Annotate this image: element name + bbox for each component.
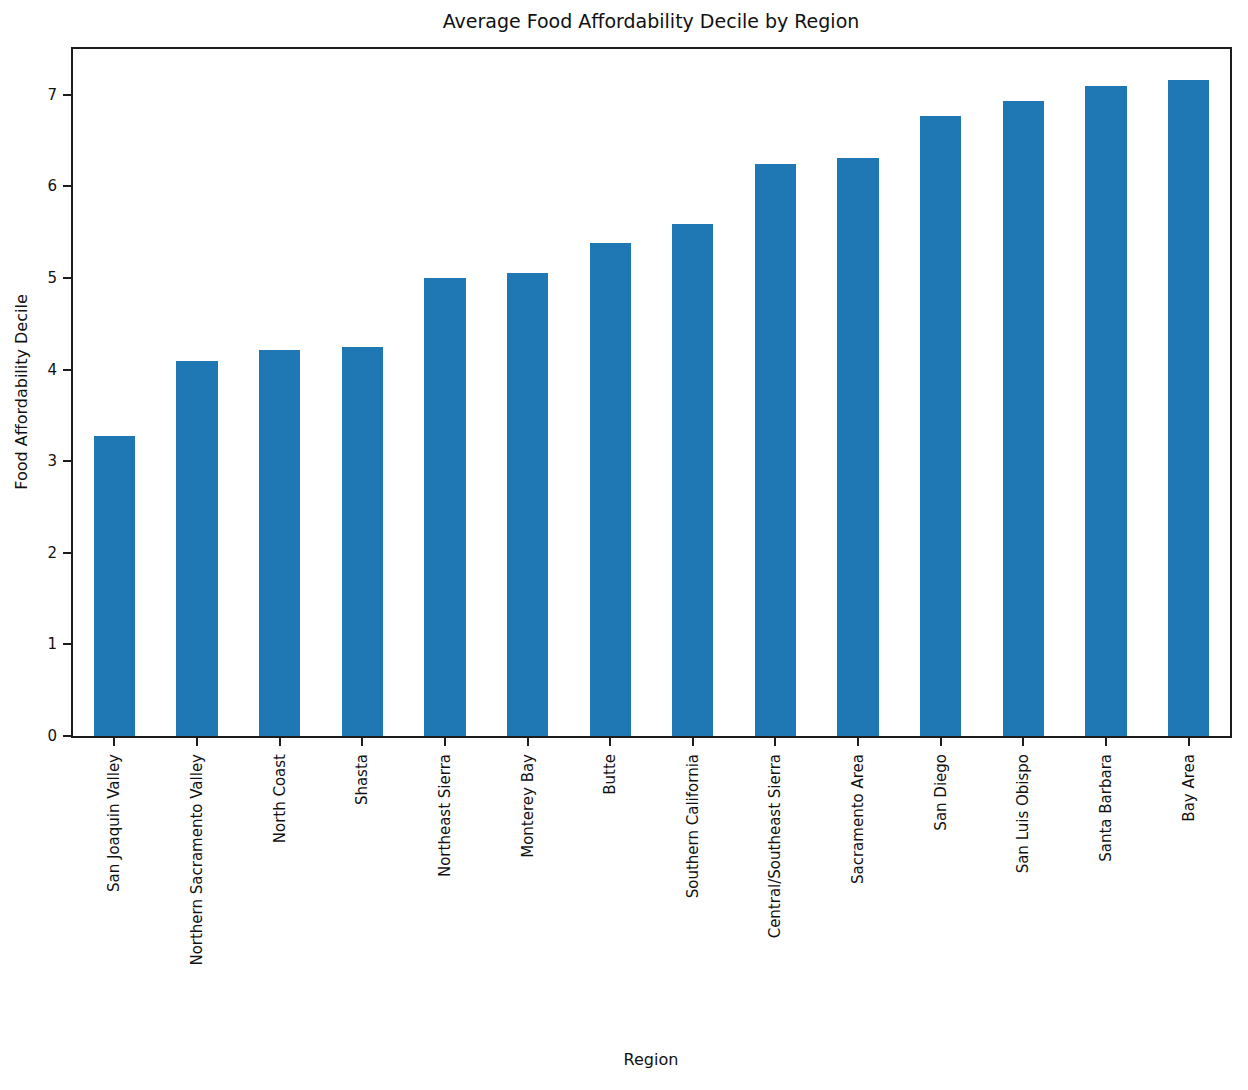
bar-butte bbox=[590, 243, 631, 736]
y-tick-mark bbox=[63, 643, 71, 645]
x-tick-label: Central/Southeast Sierra bbox=[766, 754, 784, 938]
bar-southern-california bbox=[672, 224, 713, 736]
x-tick-label: San Joaquin Valley bbox=[105, 754, 123, 892]
bar-northern-sacramento-valley bbox=[176, 361, 217, 736]
x-tick-label-wrap: Butte bbox=[601, 754, 619, 799]
y-tick-mark bbox=[63, 460, 71, 462]
x-tick-label-wrap: Monterey Bay bbox=[519, 754, 537, 862]
x-tick-mark bbox=[1188, 738, 1190, 746]
y-tick-label: 1 bbox=[47, 635, 57, 653]
x-tick-label: Bay Area bbox=[1180, 754, 1198, 822]
y-tick-mark bbox=[63, 552, 71, 554]
x-tick-mark bbox=[1022, 738, 1024, 746]
x-tick-label-wrap: Southern California bbox=[684, 754, 702, 902]
x-tick-mark bbox=[444, 738, 446, 746]
y-tick-mark bbox=[63, 277, 71, 279]
x-tick-mark bbox=[1105, 738, 1107, 746]
x-tick-mark bbox=[609, 738, 611, 746]
bar-central-southeast-sierra bbox=[755, 164, 796, 736]
x-tick-label: Butte bbox=[601, 754, 619, 795]
x-tick-label-wrap: San Luis Obispo bbox=[1014, 754, 1032, 877]
x-tick-label-wrap: Shasta bbox=[353, 754, 371, 809]
x-tick-label-wrap: Central/Southeast Sierra bbox=[766, 754, 784, 942]
chart-title: Average Food Affordability Decile by Reg… bbox=[443, 10, 860, 32]
y-tick-mark bbox=[63, 185, 71, 187]
y-tick-label: 6 bbox=[47, 177, 57, 195]
x-tick-mark bbox=[940, 738, 942, 746]
y-tick-label: 2 bbox=[47, 543, 57, 561]
x-tick-label-wrap: Santa Barbara bbox=[1097, 754, 1115, 866]
x-tick-mark bbox=[527, 738, 529, 746]
x-tick-label: San Luis Obispo bbox=[1014, 754, 1032, 873]
x-tick-label-wrap: Northeast Sierra bbox=[436, 754, 454, 881]
y-tick-label: 3 bbox=[47, 452, 57, 470]
x-tick-label-wrap: Northern Sacramento Valley bbox=[188, 754, 206, 970]
y-tick-label: 7 bbox=[47, 85, 57, 103]
y-tick-mark bbox=[63, 94, 71, 96]
x-tick-label: Southern California bbox=[684, 754, 702, 898]
x-tick-mark bbox=[279, 738, 281, 746]
x-axis-tick-labels: San Joaquin Valley Northern Sacramento Va… bbox=[71, 754, 1232, 1054]
y-tick-mark bbox=[63, 735, 71, 737]
y-tick-label: 4 bbox=[47, 360, 57, 378]
bar-san-diego bbox=[920, 116, 961, 736]
x-tick-mark bbox=[774, 738, 776, 746]
bar-chart-figure: Average Food Affordability Decile by Reg… bbox=[0, 0, 1248, 1090]
x-tick-label-wrap: Sacramento Area bbox=[849, 754, 867, 888]
y-tick-label: 5 bbox=[47, 269, 57, 287]
bar-bay-area bbox=[1168, 80, 1209, 736]
bar-shasta bbox=[342, 347, 383, 736]
x-tick-label: Sacramento Area bbox=[849, 754, 867, 884]
bar-monterey-bay bbox=[507, 273, 548, 736]
x-tick-label: Northeast Sierra bbox=[436, 754, 454, 877]
x-tick-label: North Coast bbox=[271, 754, 289, 843]
x-tick-mark bbox=[113, 738, 115, 746]
y-axis-title: Food Affordability Decile bbox=[12, 294, 31, 489]
x-tick-label: Santa Barbara bbox=[1097, 754, 1115, 862]
x-axis-title: Region bbox=[624, 1050, 679, 1069]
x-tick-label: Northern Sacramento Valley bbox=[188, 754, 206, 966]
x-tick-label: Shasta bbox=[353, 754, 371, 805]
bar-northeast-sierra bbox=[424, 278, 465, 736]
plot-area: 01234567 bbox=[71, 47, 1232, 738]
x-tick-label: Monterey Bay bbox=[519, 754, 537, 858]
x-tick-label-wrap: North Coast bbox=[271, 754, 289, 847]
x-tick-label: San Diego bbox=[932, 754, 950, 831]
bar-sacramento-area bbox=[837, 158, 878, 736]
y-tick-label: 0 bbox=[47, 727, 57, 745]
x-tick-mark bbox=[196, 738, 198, 746]
y-tick-mark bbox=[63, 369, 71, 371]
bar-san-joaquin-valley bbox=[94, 436, 135, 736]
x-tick-label-wrap: San Diego bbox=[932, 754, 950, 835]
x-tick-label-wrap: San Joaquin Valley bbox=[105, 754, 123, 896]
bar-north-coast bbox=[259, 350, 300, 736]
x-tick-mark bbox=[361, 738, 363, 746]
x-tick-label-wrap: Bay Area bbox=[1180, 754, 1198, 826]
x-tick-mark bbox=[692, 738, 694, 746]
x-tick-mark bbox=[857, 738, 859, 746]
bar-santa-barbara bbox=[1085, 86, 1126, 736]
bar-san-luis-obispo bbox=[1003, 101, 1044, 736]
